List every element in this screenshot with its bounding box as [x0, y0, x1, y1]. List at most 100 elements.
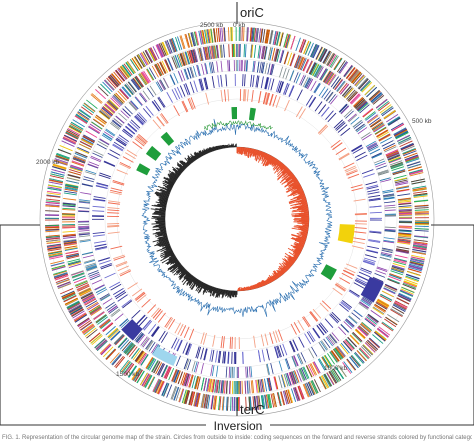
cds-mark	[335, 282, 347, 290]
gc-skew-spike	[170, 258, 178, 264]
gc-skew-spike	[292, 207, 309, 212]
cds-mark	[381, 107, 394, 117]
cds-mark	[338, 326, 347, 336]
cds-mark	[352, 240, 365, 244]
cds-mark	[309, 311, 318, 322]
cds-mark	[59, 145, 73, 152]
cds-mark	[411, 250, 426, 255]
gc-skew-spike	[291, 187, 303, 194]
cds-mark	[340, 324, 349, 333]
cds-mark	[336, 81, 346, 93]
cds-mark	[336, 80, 345, 92]
gc-skew-spike	[294, 215, 309, 218]
cds-mark	[405, 156, 419, 162]
cds-mark	[392, 169, 406, 175]
cds-mark	[346, 67, 356, 80]
cds-mark	[95, 247, 108, 251]
cds-mark	[353, 198, 366, 202]
gc-skew-spike	[285, 265, 290, 270]
cds-mark	[384, 230, 396, 232]
gc-skew-spike	[176, 164, 184, 171]
cds-mark	[131, 367, 140, 380]
cds-mark	[351, 354, 362, 367]
cds-mark	[53, 272, 68, 278]
gc-skew-spike	[263, 153, 268, 162]
cds-mark	[210, 28, 214, 43]
cds-mark	[391, 306, 405, 314]
cds-mark	[102, 106, 113, 116]
cds-mark	[344, 165, 356, 172]
cds-mark	[380, 294, 393, 301]
cds-mark	[352, 331, 363, 342]
cds-mark	[47, 187, 62, 191]
cds-mark	[194, 392, 199, 407]
cds-mark	[82, 324, 94, 334]
cds-mark	[46, 241, 61, 244]
cds-mark	[69, 306, 83, 315]
cds-mark	[135, 75, 145, 87]
cds-mark	[397, 295, 411, 302]
gc-skew-spike	[159, 201, 167, 205]
cds-mark	[195, 346, 200, 359]
cds-mark	[383, 237, 395, 240]
cds-mark	[85, 171, 96, 176]
cds-mark	[279, 391, 285, 406]
cds-mark	[163, 365, 170, 379]
cds-mark	[71, 160, 85, 166]
cds-mark	[355, 100, 367, 110]
cds-mark	[328, 74, 337, 86]
cds-mark	[207, 29, 211, 44]
cds-mark	[363, 259, 376, 264]
cds-mark	[311, 380, 319, 394]
cds-mark	[188, 374, 193, 388]
cds-mark	[347, 90, 357, 101]
island-block	[248, 107, 256, 121]
cds-mark	[346, 170, 358, 176]
gc-skew-spike	[188, 276, 195, 284]
cds-mark	[45, 228, 60, 231]
cds-mark	[98, 257, 110, 262]
cds-mark	[69, 167, 83, 172]
cds-mark	[204, 29, 208, 44]
cds-mark	[276, 345, 281, 358]
cds-mark	[71, 270, 84, 276]
gc-skew-spike	[288, 251, 298, 259]
gc-skew-spike	[252, 148, 255, 154]
gc-skew-spike	[163, 177, 175, 185]
gc-skew-spike	[168, 256, 176, 262]
gc-skew-spike	[165, 246, 171, 250]
cds-mark	[413, 242, 428, 246]
cds-mark	[70, 123, 83, 132]
cds-mark	[119, 163, 131, 170]
gc-skew-spike	[209, 146, 212, 152]
cds-mark	[354, 99, 366, 109]
cds-mark	[64, 245, 78, 249]
cds-mark	[206, 29, 210, 44]
gc-skew-spike	[212, 287, 215, 292]
cds-mark	[47, 245, 62, 249]
cds-mark	[295, 106, 303, 118]
cds-mark	[320, 322, 329, 333]
cds-mark	[182, 52, 188, 65]
cds-mark	[310, 380, 318, 394]
gc-skew-spike	[287, 182, 300, 191]
cds-mark	[100, 344, 111, 355]
cds-mark	[152, 119, 162, 130]
gc-skew-spike	[300, 200, 307, 203]
cds-mark	[309, 363, 316, 376]
cds-mark	[162, 41, 169, 55]
cds-mark	[188, 391, 193, 405]
cds-mark	[215, 45, 219, 59]
cds-mark	[67, 258, 81, 263]
gc-skew-spike	[280, 164, 286, 171]
cds-mark	[362, 296, 373, 303]
cds-mark	[111, 96, 122, 107]
cds-mark	[349, 356, 359, 369]
cds-mark	[165, 40, 172, 54]
gc-skew-spike	[241, 147, 244, 155]
cds-mark	[181, 101, 188, 113]
gc-skew-spike	[284, 259, 293, 267]
genome-rings	[44, 26, 429, 412]
gc-skew-spike	[292, 191, 304, 197]
cds-mark	[189, 374, 194, 388]
